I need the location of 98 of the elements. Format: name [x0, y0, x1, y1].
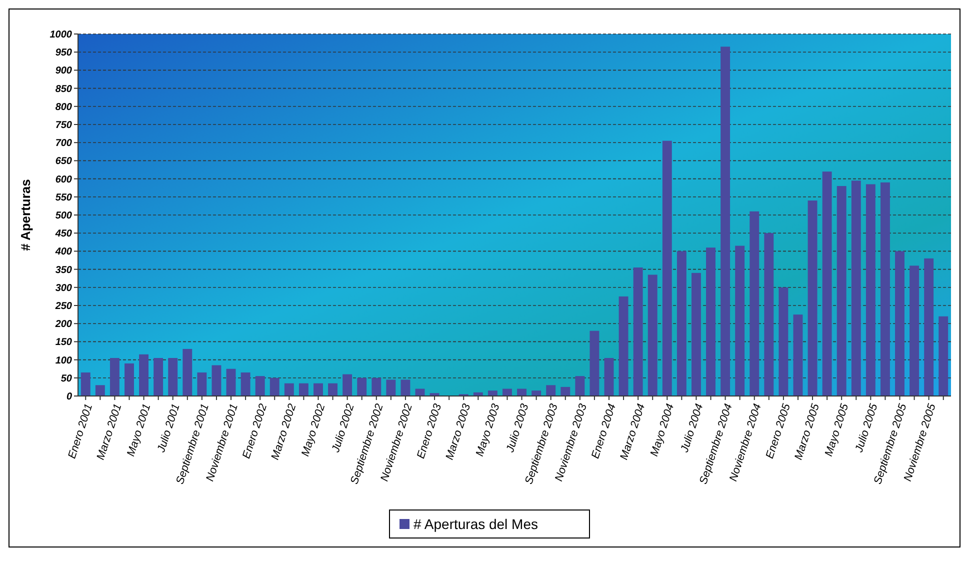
bar: [764, 233, 774, 396]
bar: [633, 267, 643, 396]
bar: [618, 296, 628, 396]
y-tick-label: 350: [55, 264, 72, 276]
bar: [270, 378, 280, 396]
bar: [851, 180, 861, 396]
bar: [284, 383, 294, 396]
bar: [866, 184, 876, 396]
x-tick-label: Enero 2004: [590, 402, 619, 460]
bar: [692, 272, 701, 396]
bar: [226, 368, 236, 396]
bar: [546, 385, 556, 396]
bar: [808, 200, 818, 396]
bar: [182, 348, 192, 396]
bar: [517, 388, 526, 396]
bar: [502, 388, 512, 396]
y-tick-label: 100: [55, 355, 72, 366]
bar: [924, 258, 934, 396]
bar: [720, 46, 730, 396]
y-tick-label: 250: [54, 301, 72, 312]
y-axis-title: # Aperturas: [18, 179, 33, 251]
bar: [80, 372, 90, 396]
bar: [750, 211, 760, 396]
bar: [590, 330, 600, 396]
y-tick-label: 400: [54, 246, 72, 258]
bar: [357, 378, 367, 396]
bar: [240, 372, 250, 396]
bar: [822, 172, 832, 396]
x-tick-label: Mayo 2005: [822, 402, 852, 458]
y-tick-label: 300: [55, 282, 72, 294]
y-tick-label: 850: [55, 84, 72, 95]
bar: [168, 358, 178, 396]
y-tick-label: 700: [55, 138, 72, 150]
bar: [212, 365, 222, 396]
y-tick-label: 750: [55, 120, 72, 131]
bar: [778, 287, 788, 396]
bar: [532, 390, 542, 396]
bar: [298, 383, 308, 396]
x-tick-label: Julio 2005: [852, 402, 880, 455]
bar: [342, 374, 352, 396]
bar: [154, 358, 164, 396]
x-tick-label: Marzo 2002: [269, 402, 299, 462]
x-tick-label: Enero 2005: [764, 402, 794, 460]
bar: [560, 386, 570, 396]
x-tick-label: Mayo 2003: [474, 402, 502, 458]
x-tick-label: Enero 2001: [66, 402, 96, 460]
y-tick-label: 50: [60, 373, 72, 384]
y-tick-label: 500: [55, 210, 72, 222]
bar: [662, 140, 672, 396]
y-tick-label: 950: [55, 48, 72, 59]
y-tick-label: 900: [55, 66, 72, 77]
bar: [139, 354, 149, 396]
x-tick-label: Marzo 2004: [618, 402, 648, 462]
bar: [648, 274, 658, 396]
bar: [836, 186, 846, 396]
y-tick-label: 550: [55, 192, 72, 204]
bar: [95, 385, 105, 396]
y-tick-label: 800: [55, 102, 72, 113]
bar: [575, 376, 585, 396]
x-tick-label: Mayo 2002: [300, 402, 328, 458]
bar: [328, 383, 338, 396]
y-tick-label: 600: [55, 174, 72, 186]
bar: [910, 266, 920, 396]
y-tick-label: 150: [55, 337, 72, 348]
bar: [938, 316, 948, 396]
bar: [372, 378, 382, 396]
y-tick-label: 0: [66, 392, 72, 402]
x-tick-label: Mayo 2004: [648, 402, 677, 458]
bar: [793, 314, 803, 396]
bar: [314, 383, 323, 396]
y-tick-label: 650: [55, 156, 72, 168]
x-tick-label: Mayo 2001: [125, 402, 154, 458]
bar: [255, 376, 265, 396]
bar: [706, 248, 716, 396]
bar: [735, 246, 745, 396]
x-tick-label: Marzo 2001: [94, 402, 124, 462]
bar: [110, 358, 120, 396]
bar: [604, 358, 614, 396]
y-tick-label: 450: [54, 228, 72, 240]
x-tick-label: Marzo 2005: [792, 402, 822, 462]
y-tick-label: 200: [54, 319, 72, 330]
x-tick-label: Marzo 2003: [444, 402, 474, 462]
y-tick-label: 1000: [50, 30, 72, 40]
x-tick-label: Enero 2002: [240, 402, 270, 460]
x-tick-label: Julio 2003: [504, 402, 532, 455]
x-tick-label: Julio 2001: [155, 402, 182, 455]
bar: [124, 363, 134, 396]
x-tick-label: Enero 2003: [415, 402, 444, 460]
bar: [197, 372, 207, 396]
bar: [880, 182, 890, 396]
legend-label: # Aperturas del Mes: [414, 516, 538, 532]
x-tick-label: Julio 2004: [678, 402, 706, 455]
bar: [400, 380, 410, 396]
bar: [895, 251, 904, 396]
bar: [386, 380, 396, 396]
bar: [676, 251, 686, 396]
bar: [488, 390, 498, 396]
x-tick-label: Julio 2002: [330, 402, 357, 455]
